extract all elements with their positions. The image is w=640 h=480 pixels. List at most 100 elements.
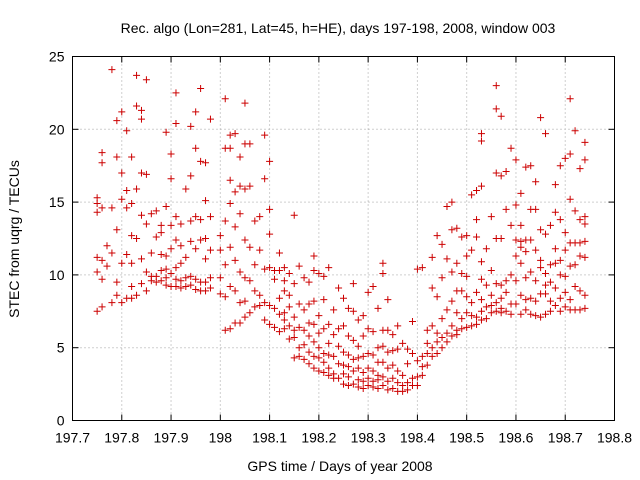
data-point xyxy=(394,322,402,330)
data-point xyxy=(453,309,461,317)
data-point xyxy=(256,213,264,221)
data-point xyxy=(408,374,416,382)
data-point xyxy=(379,269,387,277)
data-point xyxy=(354,376,362,384)
data-point xyxy=(295,352,303,360)
data-point xyxy=(408,350,416,358)
data-point xyxy=(98,275,106,283)
data-point xyxy=(157,229,165,237)
data-point xyxy=(473,216,481,224)
data-point xyxy=(340,348,347,356)
data-point xyxy=(482,315,490,323)
data-point xyxy=(384,377,392,385)
data-point xyxy=(502,288,510,296)
data-point xyxy=(463,309,471,317)
data-point xyxy=(453,224,461,232)
data-point xyxy=(137,211,145,219)
data-point xyxy=(418,363,426,371)
data-point xyxy=(118,195,126,203)
data-point xyxy=(98,149,106,157)
data-point xyxy=(502,277,510,285)
data-point xyxy=(113,291,121,299)
data-point xyxy=(123,127,131,135)
data-point xyxy=(103,262,111,270)
data-point xyxy=(458,315,466,323)
data-point xyxy=(354,316,362,324)
data-point xyxy=(473,320,481,328)
data-point xyxy=(340,322,347,330)
data-point xyxy=(477,316,485,324)
data-point xyxy=(369,283,377,291)
data-point xyxy=(428,322,436,330)
data-point xyxy=(241,297,249,305)
data-point xyxy=(305,360,313,368)
data-point xyxy=(295,344,303,352)
data-point xyxy=(532,246,540,254)
data-point xyxy=(473,288,481,296)
data-point xyxy=(551,284,559,292)
data-point xyxy=(487,267,495,275)
data-point xyxy=(226,176,234,184)
data-point xyxy=(428,284,436,292)
data-point xyxy=(266,301,274,309)
data-point xyxy=(468,312,476,320)
data-point xyxy=(561,288,569,296)
data-point xyxy=(507,271,515,279)
data-point xyxy=(468,191,476,199)
data-point xyxy=(344,304,352,312)
data-point xyxy=(532,277,540,285)
data-point xyxy=(458,325,466,333)
data-point xyxy=(522,296,530,304)
data-point xyxy=(187,237,195,245)
data-point xyxy=(152,272,160,280)
data-point xyxy=(202,278,210,286)
data-point xyxy=(108,66,116,74)
data-point xyxy=(182,185,190,193)
data-point xyxy=(458,287,466,295)
data-point xyxy=(236,268,244,276)
data-point xyxy=(468,322,476,330)
data-point xyxy=(349,367,357,375)
data-point xyxy=(275,294,283,302)
data-point xyxy=(261,131,269,139)
data-point xyxy=(335,360,343,368)
data-point xyxy=(231,256,239,264)
data-point xyxy=(423,350,431,358)
data-point xyxy=(556,256,564,264)
data-point xyxy=(448,198,456,206)
data-point xyxy=(310,364,318,372)
data-point xyxy=(290,326,298,334)
data-point xyxy=(374,371,382,379)
data-point xyxy=(335,374,343,382)
data-point xyxy=(482,281,490,289)
data-point xyxy=(433,329,441,337)
data-point xyxy=(216,232,224,240)
data-point xyxy=(576,216,584,224)
data-point xyxy=(315,269,323,277)
data-point xyxy=(162,202,170,210)
data-point xyxy=(137,255,145,263)
data-point xyxy=(172,275,180,283)
data-point xyxy=(463,252,471,260)
data-point xyxy=(542,281,550,289)
data-point xyxy=(123,251,131,259)
data-point xyxy=(399,382,407,390)
data-point xyxy=(517,291,525,299)
data-point xyxy=(93,268,101,276)
data-point xyxy=(532,297,540,305)
data-point xyxy=(330,306,338,314)
data-point xyxy=(113,117,121,125)
data-point xyxy=(241,274,249,282)
data-point xyxy=(512,252,520,260)
data-point xyxy=(551,301,559,309)
data-point xyxy=(369,328,377,336)
data-point xyxy=(418,264,426,272)
data-point xyxy=(202,255,210,263)
data-point xyxy=(399,371,407,379)
data-point xyxy=(389,331,397,339)
data-point xyxy=(463,323,471,331)
data-point xyxy=(325,371,333,379)
data-point xyxy=(443,338,451,346)
data-point xyxy=(182,283,190,291)
